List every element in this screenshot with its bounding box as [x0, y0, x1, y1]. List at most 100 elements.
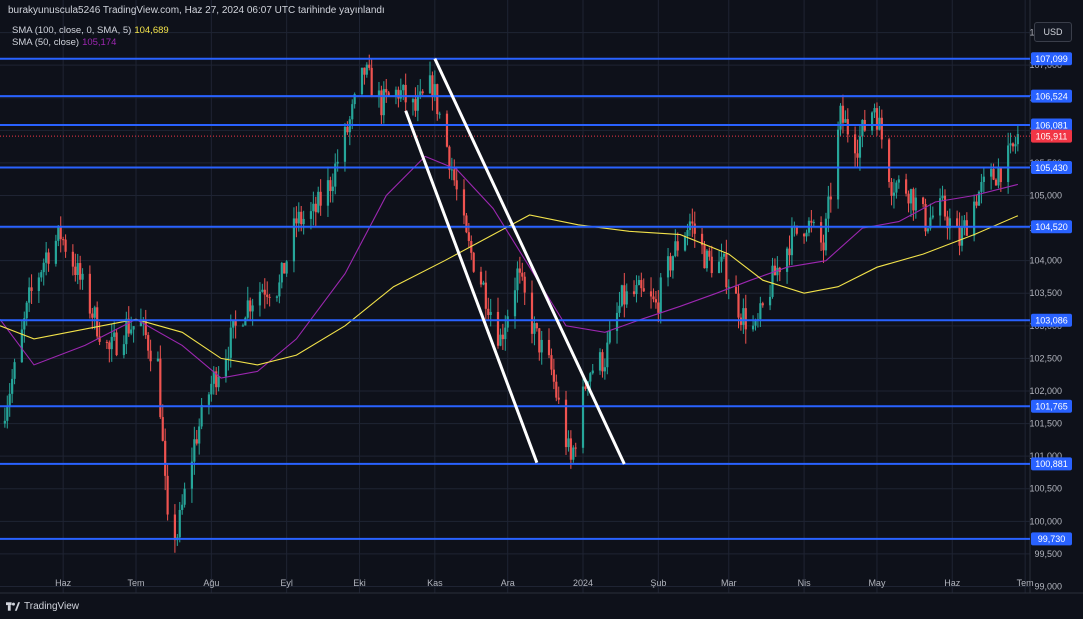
candle-body: [96, 307, 99, 337]
candle-body: [669, 256, 672, 271]
sma50-value: 105,174: [82, 37, 117, 48]
candle-body: [615, 312, 619, 331]
candle-body: [623, 285, 626, 305]
candle-body: [387, 92, 390, 96]
candle-body: [535, 323, 538, 329]
candle-body: [399, 90, 402, 99]
candle-body: [1014, 144, 1017, 147]
candle-body: [30, 287, 33, 291]
level-tag: [1031, 118, 1072, 132]
candle-body: [890, 181, 893, 196]
candle-body: [773, 265, 777, 276]
x-tick-label: Şub: [650, 578, 666, 588]
candle-body: [875, 108, 879, 130]
level-label: 106,081: [1035, 120, 1068, 130]
candle-body: [377, 90, 381, 97]
candle-body: [428, 75, 432, 94]
candle-body: [742, 308, 745, 325]
candle-body: [363, 67, 366, 75]
x-tick-label: Kas: [427, 578, 443, 588]
candle-body: [343, 126, 347, 162]
candle-body: [47, 252, 50, 264]
candle-body: [608, 330, 611, 343]
sma100-legend-row[interactable]: SMA (100, close, 0, SMA, 5) 104,689: [12, 25, 169, 37]
candle-body: [584, 386, 587, 389]
last-price-label: 105,911: [1036, 131, 1068, 141]
candle-body: [844, 119, 847, 123]
level-tag: [1031, 313, 1072, 327]
y-tick-label: 102,000: [1029, 386, 1062, 396]
candle-body: [705, 250, 709, 269]
x-tick-label: 2024: [573, 578, 593, 588]
candle-body: [164, 440, 167, 476]
candle-body: [625, 291, 628, 305]
tradingview-footer[interactable]: TradingView: [6, 601, 79, 612]
candle-body: [676, 241, 679, 251]
y-tick-label: 103,500: [1029, 288, 1062, 298]
candle-body: [589, 373, 592, 382]
level-tag: [1031, 89, 1072, 103]
candle-body: [897, 179, 900, 183]
candle-body: [215, 371, 218, 388]
candle-body: [555, 381, 558, 398]
candle-body: [319, 191, 322, 206]
candle-body: [472, 252, 475, 272]
candle-body: [618, 305, 621, 313]
candle-body: [691, 221, 694, 224]
candle-body: [482, 282, 485, 285]
candle-body: [846, 119, 849, 135]
level-tag: [1031, 399, 1072, 413]
candle-body: [513, 290, 517, 317]
candle-body: [960, 227, 964, 246]
candle-body: [700, 233, 704, 246]
x-tick-label: May: [868, 578, 886, 588]
candle-body: [6, 405, 9, 421]
candle-body: [994, 179, 998, 186]
candle-body: [455, 180, 458, 190]
candle-body: [127, 318, 130, 334]
candle-body: [25, 302, 28, 319]
candle-body: [895, 182, 898, 193]
candle-body: [504, 327, 507, 340]
candle-body: [309, 211, 313, 219]
candle-body: [125, 318, 128, 345]
candle-body: [657, 302, 660, 313]
candle-body: [671, 256, 675, 271]
candle-body: [939, 198, 942, 216]
candle-body: [836, 129, 840, 200]
candle-body: [3, 420, 6, 424]
level-tag: [1031, 160, 1072, 174]
sma50-line: [0, 155, 1019, 379]
candle-body: [521, 272, 524, 277]
candle-body: [754, 320, 757, 326]
sma50-legend-row[interactable]: SMA (50, close) 105,174: [12, 37, 169, 49]
candle-body: [992, 168, 995, 180]
candle-body: [771, 265, 774, 297]
level-label: 105,430: [1035, 163, 1068, 173]
sma100-label: SMA (100, close, 0, SMA, 5): [12, 25, 132, 36]
candle-body: [569, 438, 572, 460]
candle-body: [467, 232, 470, 241]
candle-body: [776, 267, 779, 276]
level-tag: [1031, 532, 1072, 546]
candle-body: [397, 89, 400, 99]
candle-body: [285, 261, 288, 274]
x-tick-label: Ağu: [203, 578, 219, 588]
candle-body: [149, 350, 152, 362]
candle-body: [802, 233, 806, 237]
candle-body: [523, 276, 526, 293]
currency-button[interactable]: USD: [1034, 22, 1072, 42]
candle-body: [905, 179, 908, 194]
x-tick-label: Tem: [1017, 578, 1034, 588]
candle-body: [603, 367, 606, 372]
candle-body: [195, 439, 198, 444]
candle-body: [91, 313, 94, 318]
candle-body: [317, 191, 320, 213]
candle-body: [292, 218, 296, 262]
candle-body: [956, 218, 959, 227]
candle-body: [283, 262, 286, 274]
sma100-value: 104,689: [134, 25, 169, 36]
